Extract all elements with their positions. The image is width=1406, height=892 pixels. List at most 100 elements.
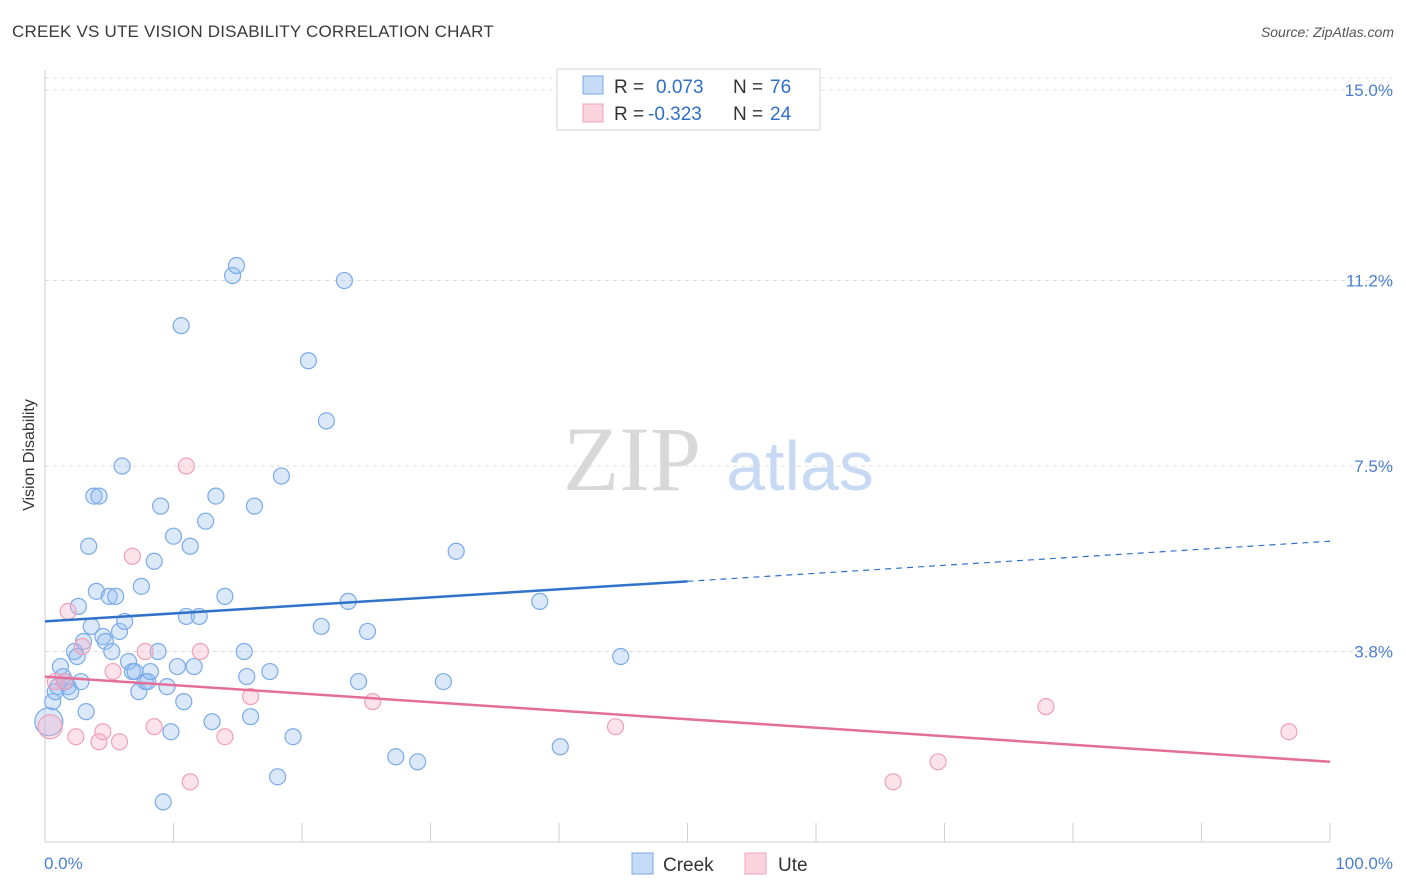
- ute-point-21: [929, 753, 947, 771]
- data-points: [34, 256, 1298, 811]
- creek-point-18: [87, 582, 106, 600]
- creek-point-69: [349, 672, 368, 691]
- creek-point-42: [164, 527, 183, 545]
- ute-point-9: [110, 733, 129, 751]
- creek-point-77: [612, 647, 630, 666]
- creek-point-55: [227, 256, 246, 275]
- creek-point-11: [69, 597, 88, 615]
- ute-point-17: [242, 688, 260, 706]
- ute-point-13: [177, 457, 195, 475]
- creek-point-20: [94, 627, 112, 646]
- series-legend: Creek Ute: [631, 852, 808, 876]
- creek-point-15: [80, 537, 98, 555]
- creek-point-36: [145, 552, 163, 570]
- ute-point-5: [73, 637, 91, 656]
- creek-point-45: [175, 693, 193, 711]
- watermark: ZIP atlas: [563, 408, 874, 510]
- watermark-zip: ZIP: [563, 408, 701, 510]
- series-legend-label-ute: Ute: [778, 855, 808, 876]
- ute-point-2: [55, 672, 73, 691]
- creek-point-10: [68, 647, 86, 666]
- y-tick-label-2: 7.5%: [1354, 457, 1393, 476]
- legend-n-label-ute: N =: [733, 104, 763, 125]
- creek-point-34: [139, 672, 157, 691]
- ute-point-14: [181, 773, 199, 791]
- series-legend-label-creek: Creek: [663, 855, 714, 876]
- creek-point-52: [207, 487, 225, 505]
- ute-point-6: [90, 733, 108, 751]
- creek-point-76: [551, 738, 569, 756]
- creek-point-62: [272, 467, 291, 485]
- legend-n-value-creek: 76: [770, 77, 791, 98]
- creek-point-37: [149, 642, 167, 661]
- creek-point-17: [85, 487, 103, 505]
- ute-point-0: [37, 714, 63, 740]
- creek-point-64: [299, 352, 318, 370]
- ute-point-15: [191, 642, 210, 661]
- creek-point-22: [100, 587, 118, 605]
- creek-point-51: [203, 713, 221, 731]
- creek-point-72: [409, 753, 427, 771]
- creek-point-47: [181, 537, 199, 555]
- creek-trend-extension: [687, 540, 1331, 582]
- trend-lines: [44, 540, 1331, 764]
- creek-point-38: [152, 497, 170, 515]
- axes: [44, 70, 1331, 843]
- creek-point-70: [358, 622, 377, 641]
- creek-point-40: [158, 677, 176, 696]
- creek-point-43: [168, 657, 186, 676]
- creek-point-73: [434, 672, 452, 691]
- y-axis-label: Vision Disability: [21, 399, 38, 511]
- legend-r-value-ute: -0.323: [648, 104, 702, 125]
- creek-point-44: [172, 317, 190, 335]
- ute-point-12: [145, 718, 163, 736]
- creek-point-53: [216, 587, 234, 605]
- creek-point-23: [103, 642, 121, 661]
- ute-point-16: [216, 728, 234, 746]
- tick-labels: 15.0% 11.2% 7.5% 3.8% 0.0% 100.0%: [44, 81, 1393, 873]
- creek-point-54: [224, 266, 242, 285]
- creek-point-25: [110, 622, 129, 641]
- creek-point-28: [119, 652, 138, 671]
- creek-point-65: [312, 617, 330, 636]
- creek-point-12: [72, 672, 90, 691]
- ute-point-18: [364, 693, 382, 711]
- watermark-atlas: atlas: [726, 427, 874, 505]
- creek-point-56: [235, 642, 253, 661]
- legend-swatch-creek: [582, 75, 604, 95]
- legend-swatch-ute: [582, 103, 604, 123]
- creek-point-71: [387, 748, 405, 766]
- creek-point-60: [261, 662, 279, 681]
- creek-point-24: [107, 587, 125, 605]
- creek-point-26: [113, 457, 131, 475]
- grid-lines: [45, 77, 1392, 653]
- y-tick-label-3: 3.8%: [1354, 643, 1393, 662]
- ute-point-8: [104, 662, 122, 681]
- creek-point-58: [242, 708, 260, 726]
- legend-r-label-ute: R =: [614, 104, 644, 125]
- y-tick-label-0: 15.0%: [1345, 81, 1393, 100]
- series-legend-swatch-creek: [631, 852, 654, 875]
- creek-point-57: [238, 667, 256, 686]
- legend-r-label-creek: R =: [614, 77, 644, 98]
- creek-point-74: [447, 542, 465, 560]
- ute-trend-line: [44, 675, 1331, 764]
- creek-point-50: [197, 512, 215, 530]
- stats-legend: R = 0.073 N = 76 R = -0.323 N = 24: [556, 68, 821, 131]
- ute-point-7: [94, 723, 112, 741]
- creek-point-48: [185, 657, 203, 676]
- creek-point-61: [268, 768, 287, 786]
- creek-trend-line: [44, 580, 688, 623]
- creek-point-14: [77, 703, 95, 721]
- creek-point-67: [335, 271, 354, 290]
- x-tick-label-1: 100.0%: [1335, 854, 1393, 873]
- legend-n-label-creek: N =: [733, 77, 763, 98]
- creek-point-63: [284, 728, 302, 746]
- ute-point-19: [606, 718, 625, 736]
- ute-point-11: [136, 642, 154, 661]
- ute-point-10: [123, 547, 141, 565]
- ute-point-23: [1280, 723, 1298, 741]
- chart-source: Source: ZipAtlas.com: [1260, 24, 1394, 40]
- ute-point-3: [59, 602, 77, 621]
- creek-point-8: [62, 683, 80, 701]
